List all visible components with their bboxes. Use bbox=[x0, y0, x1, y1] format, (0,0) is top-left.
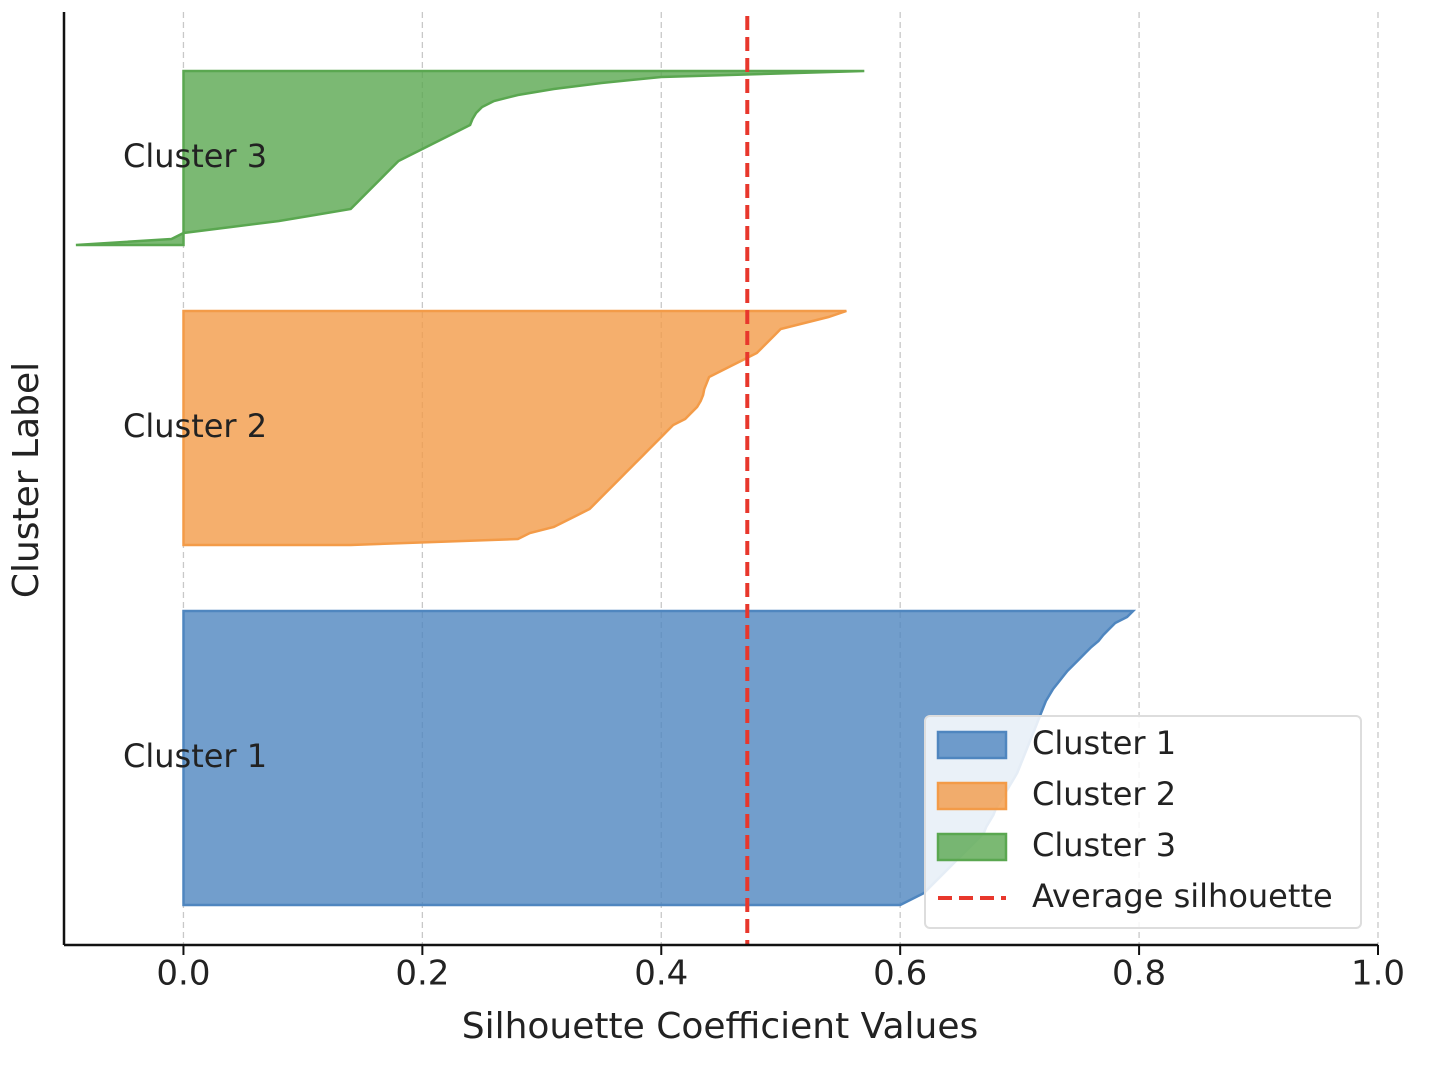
x-tick-label: 0.8 bbox=[1112, 954, 1166, 994]
x-axis-label: Silhouette Coefficient Values bbox=[462, 1006, 979, 1047]
legend-swatch bbox=[936, 730, 1008, 760]
x-tick-label: 0.2 bbox=[395, 954, 449, 994]
cluster-label: Cluster 1 bbox=[123, 737, 267, 775]
legend-label: Average silhouette bbox=[1032, 877, 1333, 915]
cluster-label: Cluster 2 bbox=[123, 407, 267, 445]
legend-label: Cluster 2 bbox=[1032, 775, 1176, 813]
cluster-label: Cluster 3 bbox=[123, 137, 267, 175]
y-axis-label: Cluster Label bbox=[6, 362, 47, 598]
x-tick-label: 0.0 bbox=[156, 954, 210, 994]
silhouette-area bbox=[182, 309, 847, 547]
legend-label: Cluster 1 bbox=[1032, 724, 1176, 762]
legend-box bbox=[924, 715, 1362, 929]
legend-swatch bbox=[936, 781, 1008, 811]
x-tick-label: 1.0 bbox=[1351, 954, 1405, 994]
legend-label: Cluster 3 bbox=[1032, 826, 1176, 864]
x-tick-label: 0.6 bbox=[873, 954, 927, 994]
x-tick-label: 0.4 bbox=[634, 954, 688, 994]
legend-swatch bbox=[936, 832, 1008, 862]
silhouette-area bbox=[75, 69, 865, 247]
